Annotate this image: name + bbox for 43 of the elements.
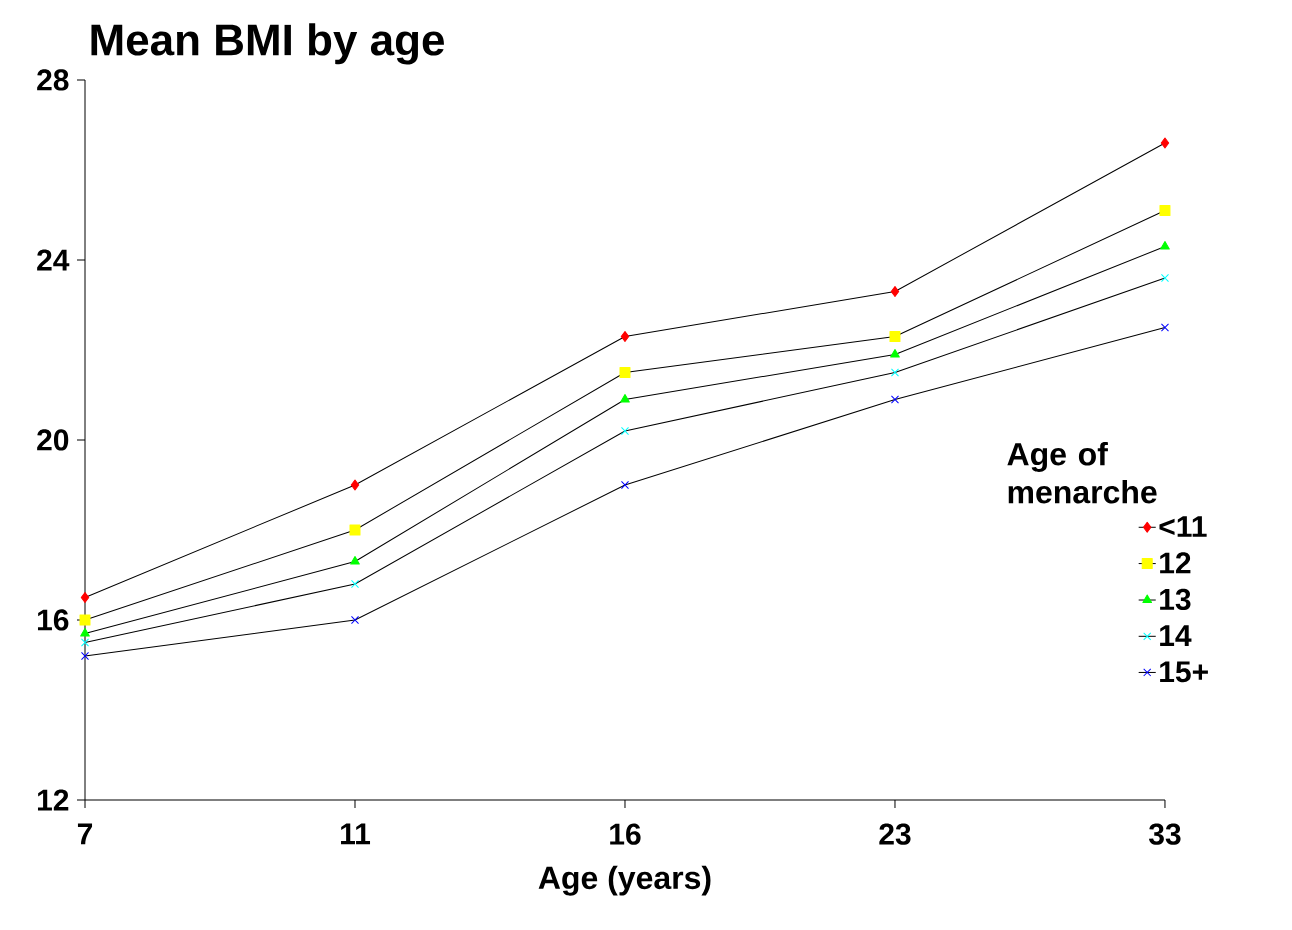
point xyxy=(1159,205,1171,216)
y-tick-label: 20 xyxy=(37,429,69,451)
point xyxy=(80,638,90,647)
point xyxy=(349,524,361,536)
point xyxy=(890,368,900,377)
x-tick-label: 23 xyxy=(879,823,911,845)
point xyxy=(1160,273,1170,283)
point xyxy=(889,331,901,342)
x-tick-label: 16 xyxy=(610,823,641,845)
point xyxy=(620,426,630,436)
legend-label: <11 xyxy=(1159,516,1207,537)
point xyxy=(620,480,630,490)
point xyxy=(890,286,900,297)
point xyxy=(80,628,90,637)
point xyxy=(350,615,360,625)
chart-title: Mean BMI by age xyxy=(91,23,444,65)
point xyxy=(1160,240,1170,250)
point xyxy=(80,592,90,603)
y-tick-label: 12 xyxy=(37,789,69,811)
legend-label: 12 xyxy=(1160,552,1191,574)
legend-label: 15+ xyxy=(1160,661,1208,683)
point xyxy=(1160,323,1170,332)
x-tick-label: 7 xyxy=(77,823,93,845)
point xyxy=(350,556,360,565)
point xyxy=(890,349,900,358)
point xyxy=(1160,137,1170,149)
x-tick-label: 33 xyxy=(1148,823,1181,845)
point xyxy=(350,579,360,589)
point xyxy=(79,614,91,626)
y-tick-label: 28 xyxy=(37,69,69,91)
point xyxy=(890,395,900,404)
legend-title: Age of menarche xyxy=(1007,441,1157,504)
x-tick-label: 11 xyxy=(341,823,371,845)
point xyxy=(620,331,630,342)
x-axis-title: Age (years) xyxy=(538,865,711,896)
point xyxy=(80,651,90,661)
point xyxy=(620,394,630,403)
legend-label: 13 xyxy=(1160,588,1191,611)
legend-label: 14 xyxy=(1160,625,1192,646)
y-tick-label: 24 xyxy=(37,249,70,271)
point xyxy=(350,479,360,491)
point xyxy=(619,367,631,378)
y-tick-label: 16 xyxy=(37,609,69,631)
